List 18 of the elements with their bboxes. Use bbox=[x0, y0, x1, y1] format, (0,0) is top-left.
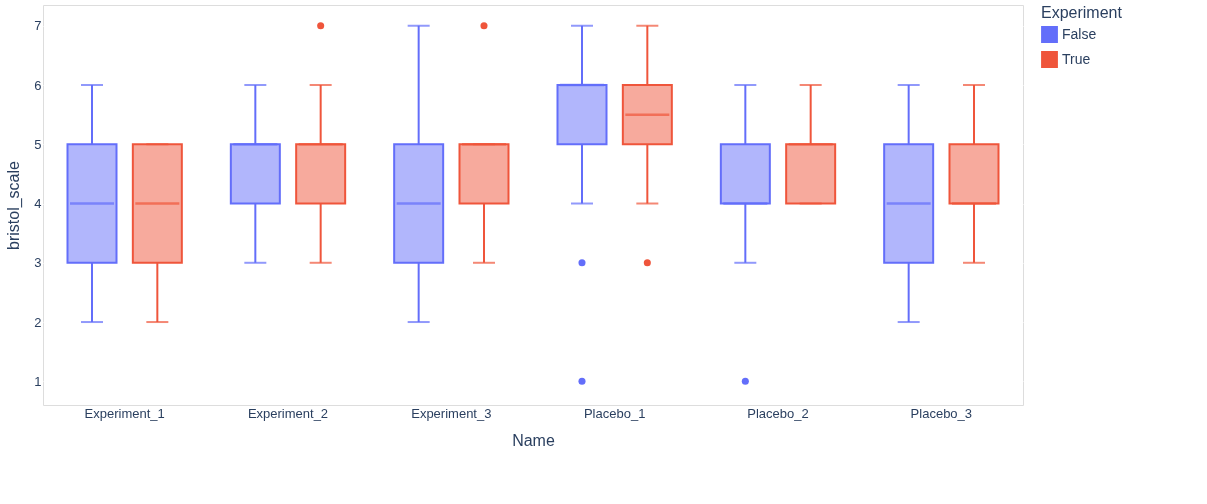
x-axis-title: Name bbox=[512, 431, 555, 449]
x-tick-label: Placebo_1 bbox=[583, 405, 646, 421]
y-tick-label: 5 bbox=[34, 136, 42, 152]
x-tick-label: Placebo_2 bbox=[747, 405, 809, 421]
y-tick-label: 6 bbox=[34, 77, 42, 93]
legend-title: Experiment bbox=[1041, 4, 1123, 21]
y-tick-label: 3 bbox=[34, 255, 42, 271]
y-tick-label: 4 bbox=[34, 196, 42, 212]
y-tick-label: 7 bbox=[34, 18, 42, 34]
legend-label: False bbox=[1062, 25, 1097, 42]
legend-label: True bbox=[1062, 50, 1091, 67]
y-tick-label: 2 bbox=[34, 314, 42, 330]
y-axis-title: bristol_scale bbox=[5, 160, 24, 250]
x-tick-label: Experiment_3 bbox=[411, 405, 492, 421]
x-tick-label: Experiment_2 bbox=[247, 405, 329, 421]
x-tick-label: Placebo_3 bbox=[910, 405, 973, 421]
y-tick-label: 1 bbox=[34, 373, 42, 389]
x-tick-label: Experiment_1 bbox=[84, 405, 165, 421]
